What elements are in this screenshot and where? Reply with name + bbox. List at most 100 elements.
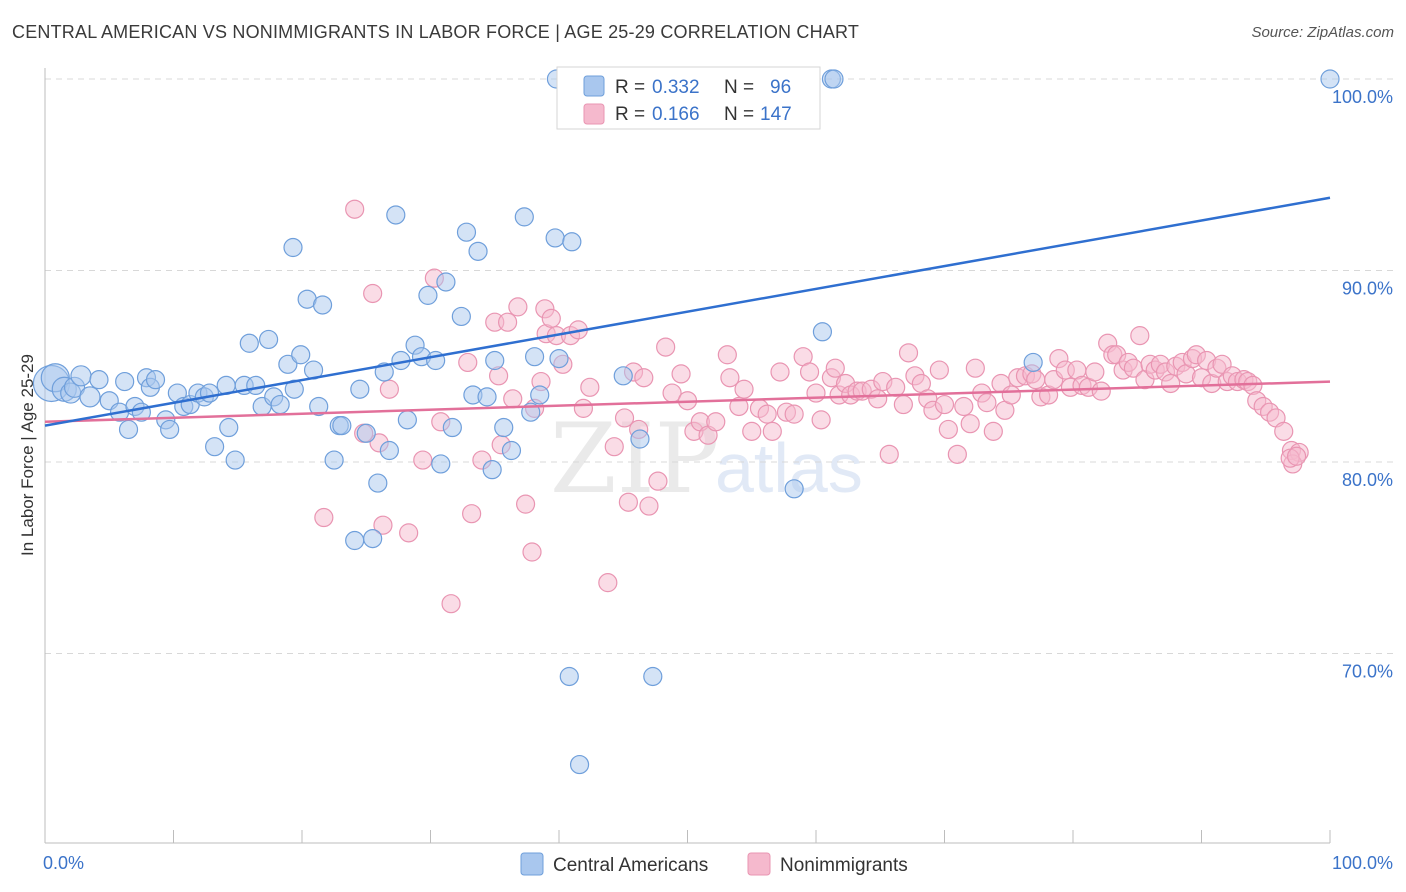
central-american-point-5	[70, 365, 92, 387]
series-legend-pink-swatch	[747, 852, 771, 876]
nonimmigrants-trend-line	[44, 380, 1331, 424]
central-american-point-86	[630, 429, 650, 449]
nonimmigrant-point-5	[373, 515, 393, 535]
nonimmigrant-point-124	[1161, 373, 1181, 394]
central-american-point-31	[246, 375, 266, 395]
series-legend-blue-swatch	[520, 852, 544, 876]
central-american-point-69	[482, 460, 502, 480]
central-american-point-47	[345, 530, 365, 551]
central-american-point-33	[258, 329, 279, 350]
central-american-point-88	[784, 479, 804, 499]
central-american-point-6	[79, 386, 101, 408]
nonimmigrant-point-19	[503, 389, 523, 409]
series-legend: Central Americans Nonimmigrants	[520, 852, 908, 876]
central-american-point-91	[824, 69, 844, 89]
nonimmigrants-points	[314, 199, 1309, 614]
nonimmigrant-point-84	[929, 360, 949, 380]
central-american-point-70	[485, 350, 505, 371]
nonimmigrant-point-78	[893, 394, 913, 415]
central-american-point-25	[205, 437, 225, 457]
nonimmigrant-point-50	[706, 412, 726, 432]
nonimmigrant-point-76	[879, 444, 899, 464]
nonimmigrant-point-67	[825, 358, 845, 378]
nonimmigrant-point-65	[811, 410, 831, 430]
chart-title: CENTRAL AMERICAN VS NONIMMIGRANTS IN LAB…	[12, 22, 860, 42]
nonimmigrant-point-54	[734, 379, 754, 399]
central-american-point-50	[363, 528, 383, 549]
nonimmigrant-point-18	[498, 312, 518, 332]
central-american-point-85	[613, 366, 633, 386]
central-american-point-48	[350, 379, 370, 399]
central-american-point-49	[356, 423, 376, 443]
series-legend-central-americans: Central Americans	[553, 855, 708, 876]
central-american-point-54	[386, 205, 406, 225]
nonimmigrant-point-58	[762, 421, 782, 441]
nonimmigrant-point-51	[717, 345, 737, 365]
nonimmigrant-point-32	[573, 398, 594, 418]
central-american-point-44	[324, 450, 344, 470]
central-american-point-83	[559, 666, 579, 687]
central-american-point-77	[545, 228, 565, 248]
central-americans-trend-line	[44, 196, 1331, 427]
central-american-point-42	[309, 396, 329, 417]
nonimmigrant-point-86	[938, 419, 958, 440]
correlation-legend: R = 0.332 N = 96 R = 0.166 N = 147	[556, 66, 821, 130]
nonimmigrant-point-13	[462, 504, 482, 524]
central-american-point-89	[812, 322, 833, 342]
nonimmigrant-point-118	[1130, 326, 1150, 346]
trend-lines	[44, 196, 1331, 427]
nonimmigrant-point-41	[639, 496, 659, 516]
nonimmigrant-point-35	[604, 437, 624, 457]
nonimmigrant-point-59	[770, 362, 790, 382]
nonimmigrant-point-92	[977, 393, 997, 413]
source-label: Source: ZipAtlas.com	[1251, 24, 1394, 41]
central-american-point-10	[115, 371, 135, 392]
central-american-point-92	[1023, 352, 1043, 373]
central-american-point-71	[494, 417, 514, 438]
nonimmigrant-point-85	[934, 394, 955, 415]
central-american-point-61	[431, 454, 451, 474]
legend-n-value-pink: 147	[760, 104, 792, 125]
legend-r-label-pink: R =	[615, 104, 645, 125]
central-american-point-46	[332, 416, 352, 436]
legend-n-label-blue: N =	[724, 77, 754, 98]
central-american-point-56	[397, 410, 417, 430]
central-american-point-27	[219, 417, 239, 438]
nonimmigrant-point-7	[399, 523, 419, 543]
legend-r-value-pink: 0.166	[652, 104, 700, 125]
central-american-point-62	[436, 272, 456, 292]
central-american-point-68	[477, 387, 497, 407]
central-american-point-64	[451, 306, 471, 327]
central-american-point-36	[278, 354, 298, 374]
nonimmigrant-point-34	[598, 573, 618, 593]
nonimmigrant-point-100	[1026, 370, 1046, 390]
nonimmigrant-point-21	[515, 494, 536, 514]
central-american-point-93	[1320, 69, 1340, 89]
y-tick-label-90: 90.0%	[1342, 279, 1393, 299]
nonimmigrant-point-3	[363, 283, 383, 304]
nonimmigrant-point-12	[458, 352, 478, 373]
nonimmigrant-point-6	[379, 379, 399, 399]
central-american-point-53	[379, 440, 399, 461]
central-american-point-59	[418, 285, 438, 305]
central-american-point-73	[514, 207, 534, 227]
nonimmigrant-point-11	[441, 594, 461, 614]
y-tick-label-100: 100.0%	[1332, 87, 1393, 107]
legend-r-label-blue: R =	[615, 77, 645, 98]
nonimmigrant-point-43	[656, 337, 676, 357]
y-tick-label-70: 70.0%	[1342, 662, 1393, 682]
central-american-point-67	[468, 241, 488, 261]
central-american-point-38	[283, 237, 303, 258]
nonimmigrant-point-64	[806, 383, 826, 403]
central-american-point-30	[239, 333, 259, 353]
nonimmigrant-point-53	[729, 396, 749, 417]
central-american-point-78	[549, 348, 569, 369]
legend-pink-swatch	[583, 103, 605, 125]
central-american-point-75	[524, 347, 545, 367]
nonimmigrant-point-55	[742, 421, 762, 441]
y-axis-label: In Labor Force | Age 25-29	[18, 354, 37, 556]
y-axis-tick-labels: 70.0% 80.0% 90.0% 100.0%	[1332, 87, 1393, 682]
x-tick-label-min: 0.0%	[43, 853, 84, 873]
central-american-point-16	[145, 370, 166, 390]
